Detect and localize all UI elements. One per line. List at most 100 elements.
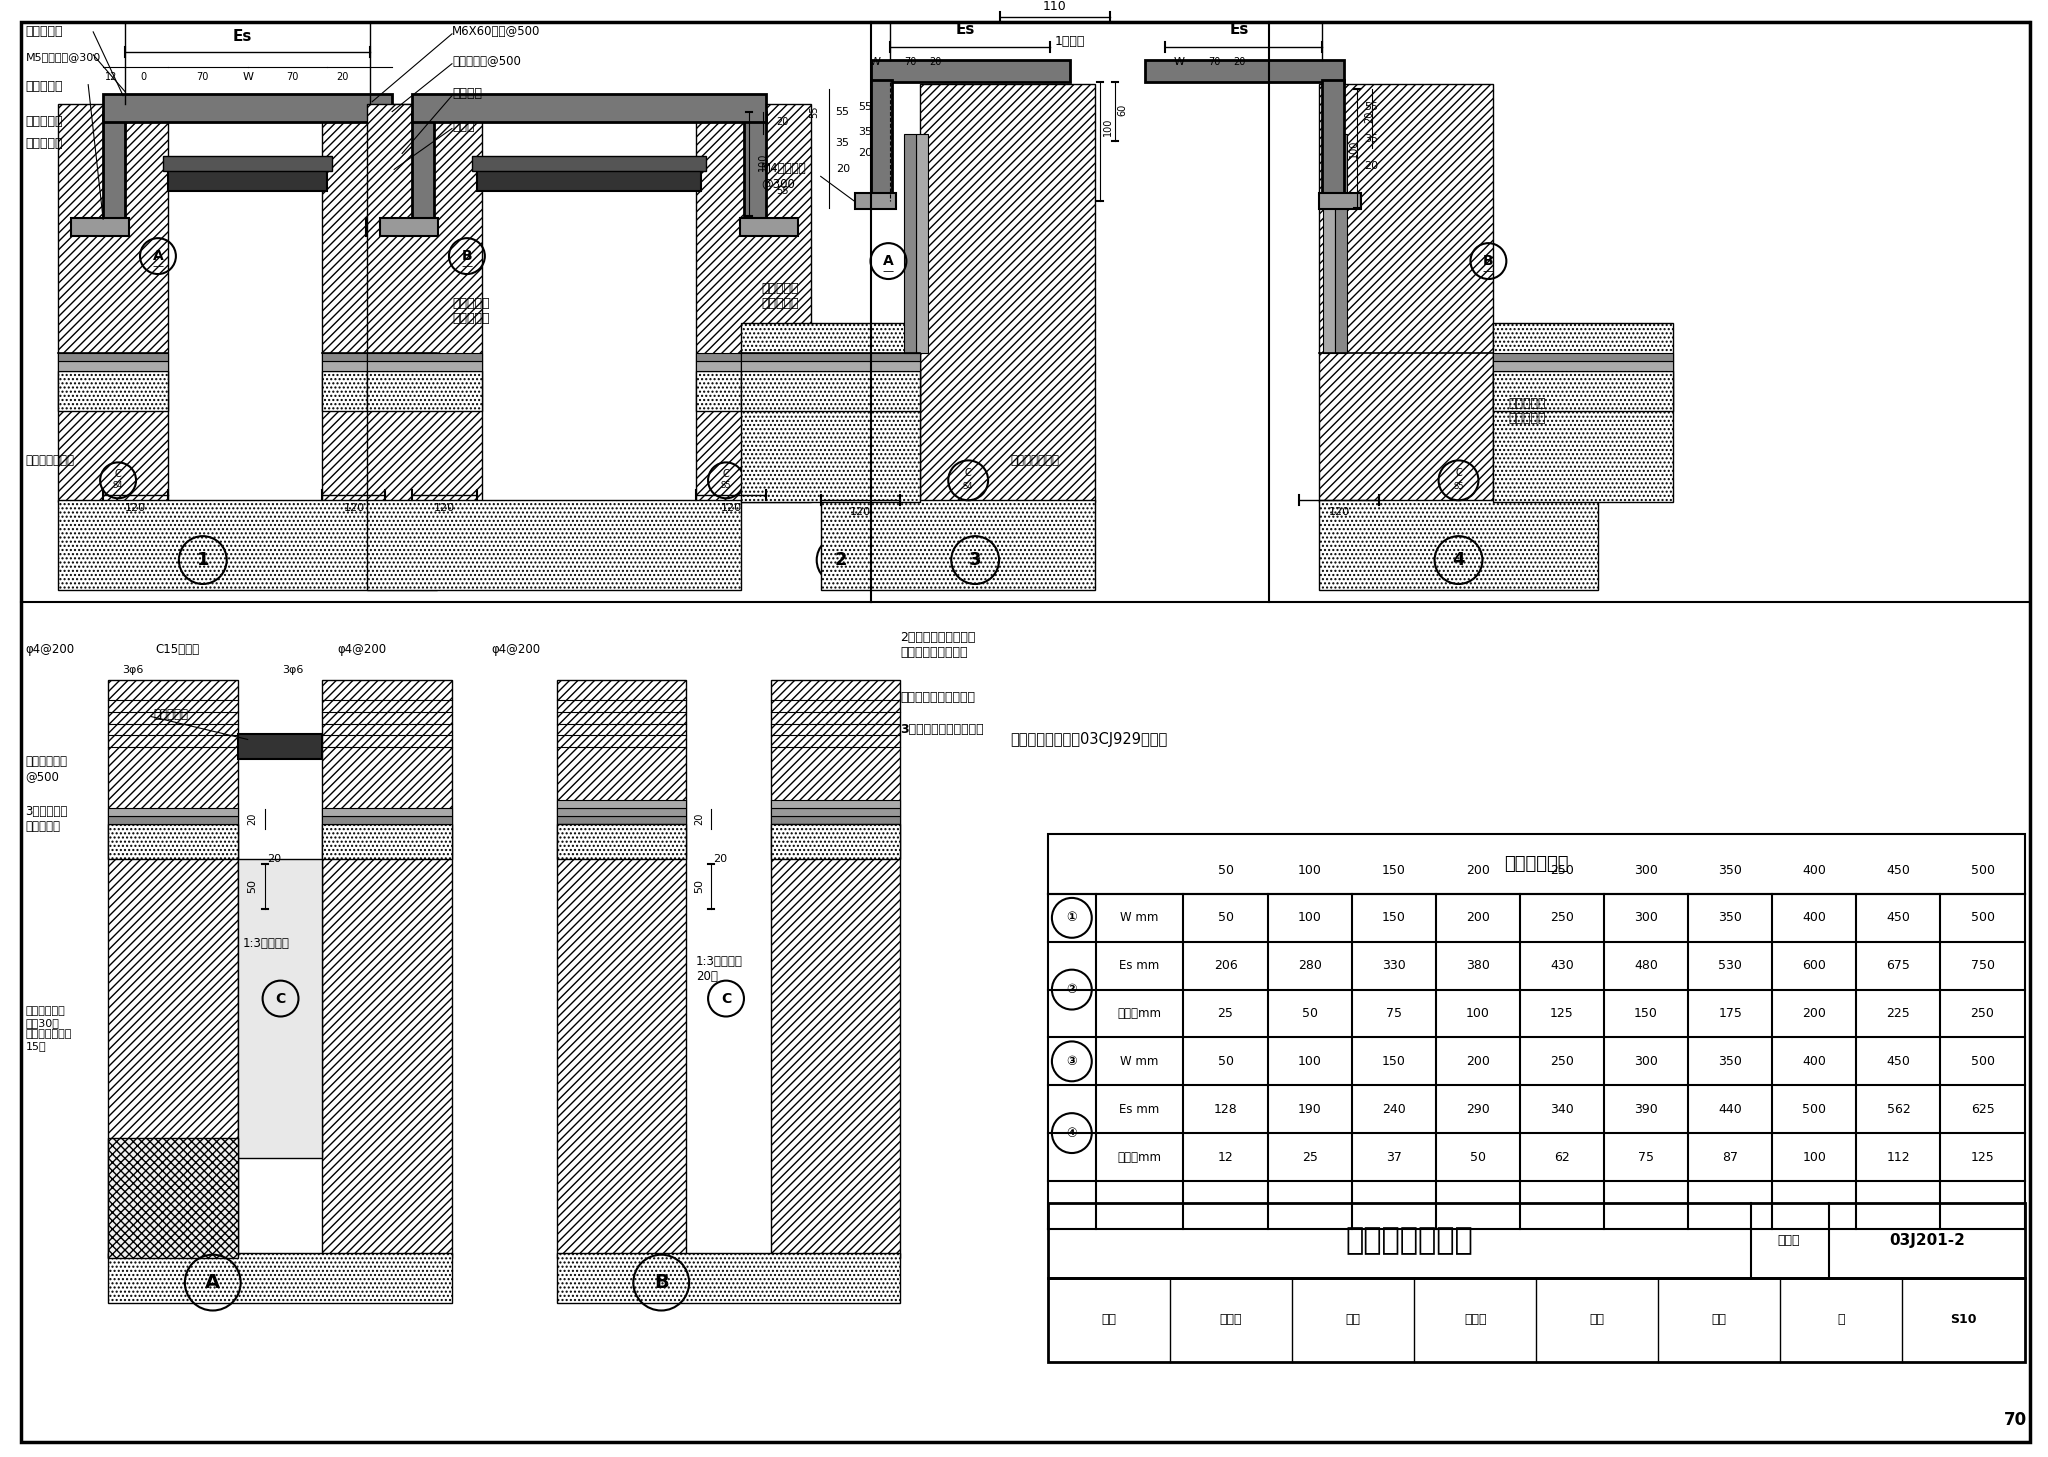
Text: 50: 50 [1217,864,1233,877]
Text: 25: 25 [1219,1007,1233,1020]
Text: 200: 200 [1466,1055,1489,1068]
Text: —: — [152,261,164,271]
Text: 1厚铝板: 1厚铝板 [1055,35,1085,48]
Text: 480: 480 [1634,959,1659,972]
Bar [920,83,1096,503]
Text: S4: S4 [113,481,123,490]
Bar [102,112,125,221]
Text: 350: 350 [1718,864,1743,877]
Bar [696,361,811,370]
Text: φ4@200: φ4@200 [338,643,387,656]
Text: 75: 75 [1386,1007,1401,1020]
Text: 37: 37 [1386,1151,1401,1164]
Bar [57,370,168,411]
Text: 400: 400 [1802,1055,1827,1068]
Bar [57,361,168,370]
Text: Es mm: Es mm [1120,1103,1159,1116]
Text: 62: 62 [1554,1151,1571,1164]
Bar [367,219,424,236]
Text: 3: 3 [969,551,981,570]
Text: 100: 100 [758,152,768,170]
Text: S10: S10 [1950,1313,1976,1326]
Text: 206: 206 [1214,959,1237,972]
Bar [322,679,453,1257]
Text: 100: 100 [1350,140,1360,157]
Text: 20: 20 [694,813,705,825]
Bar [770,800,901,809]
Text: 120: 120 [344,503,365,513]
Text: 430: 430 [1550,959,1573,972]
Text: 120: 120 [125,503,145,513]
Text: 20: 20 [776,117,788,127]
Text: 240: 240 [1382,1103,1405,1116]
Bar [168,169,328,191]
Text: 屋面卷材或涂膜防水层: 屋面卷材或涂膜防水层 [901,691,975,704]
Text: 290: 290 [1466,1103,1489,1116]
Text: W: W [242,71,254,82]
Text: M4尼龙锚栓
@300: M4尼龙锚栓 @300 [762,162,807,191]
Text: 50: 50 [1303,1007,1317,1020]
Text: 3厚高聚物改性沥青卷材: 3厚高聚物改性沥青卷材 [901,723,983,736]
Text: 450: 450 [1886,864,1911,877]
Text: 20: 20 [248,813,258,825]
Text: —: — [1483,267,1493,275]
Bar [1493,370,1673,411]
Bar [322,103,436,503]
Text: 20: 20 [1364,111,1374,122]
Text: 55: 55 [836,106,850,117]
Bar [905,134,915,353]
Text: 250: 250 [1550,911,1575,924]
Text: 75: 75 [1638,1151,1655,1164]
Bar [557,816,686,825]
Bar [238,860,322,1158]
Text: M6X60螺钉@500: M6X60螺钉@500 [453,25,541,38]
Text: ①: ① [1067,911,1077,924]
Text: C15混凝土: C15混凝土 [156,643,201,656]
Bar [739,219,799,236]
Text: S4: S4 [963,482,973,491]
Bar [109,1138,238,1257]
Bar [322,816,453,825]
Bar [557,825,686,860]
Text: 300: 300 [1634,864,1659,877]
Text: 120: 120 [1329,507,1350,517]
Text: 屋面卷材或
涂膜防水层: 屋面卷材或 涂膜防水层 [762,283,799,310]
Bar [743,112,766,221]
Bar [1049,1203,2025,1278]
Text: 120: 120 [721,503,741,513]
Bar [557,809,686,816]
Bar [1493,353,1673,361]
Bar [322,809,453,816]
Bar [1049,833,2025,895]
Bar [322,361,436,370]
Text: 300: 300 [1634,1055,1659,1068]
Bar [770,809,901,816]
Text: 500: 500 [1970,1055,1995,1068]
Text: 止水带: 止水带 [453,119,475,133]
Text: 300: 300 [1634,911,1659,924]
Text: 55: 55 [1364,102,1378,112]
Bar [109,816,238,825]
Text: Es: Es [956,22,975,38]
Bar [557,1253,901,1303]
Text: 20: 20 [1364,162,1378,172]
Bar [557,679,686,1257]
Text: 50: 50 [1217,911,1233,924]
Text: 390: 390 [1634,1103,1659,1116]
Text: B: B [1483,254,1493,268]
Text: 校对: 校对 [1346,1313,1360,1326]
Text: 87: 87 [1722,1151,1739,1164]
Text: 密封膏封严: 密封膏封严 [154,708,188,721]
Text: 350: 350 [1718,911,1743,924]
Text: 35: 35 [1364,134,1378,143]
Text: W: W [870,57,881,67]
Text: Es mm: Es mm [1120,959,1159,972]
Text: 530: 530 [1718,959,1743,972]
Text: 450: 450 [1886,911,1911,924]
Text: 铝合金盖板: 铝合金盖板 [25,25,63,38]
Text: ④: ④ [1067,1126,1077,1139]
Text: 不锈钢滑杆@500: 不锈钢滑杆@500 [453,55,520,68]
Text: 0: 0 [139,71,145,82]
Text: 55: 55 [809,105,819,118]
Text: 防火带见个: 防火带见个 [25,115,63,128]
